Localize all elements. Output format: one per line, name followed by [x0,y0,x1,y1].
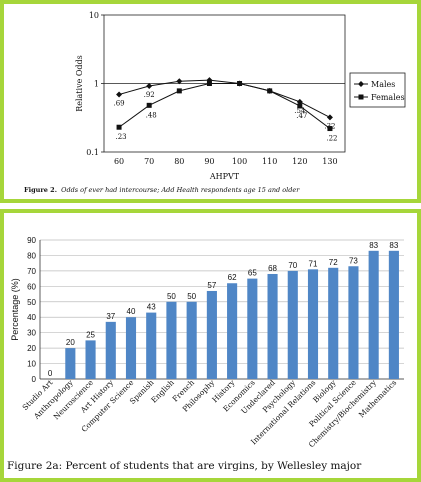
legend-marker-males [358,81,364,87]
data-point-males [326,114,333,121]
data-point-females [206,81,212,86]
bar [328,267,339,379]
x-tick-label: 110 [262,157,277,166]
series-line-females [118,83,331,129]
legend-box [349,72,406,108]
figure-2-caption-label: Figure 2. [24,186,57,194]
y-tick-label: 80 [27,251,36,260]
y-axis-label: Percentage (%) [10,278,20,341]
x-tick-label: 100 [232,157,247,166]
bar [186,301,197,379]
bar-value-label: 57 [207,281,216,290]
y-tick-label: 10 [27,360,36,369]
bar-value-label: 40 [127,307,136,316]
bar-value-label: 50 [187,292,196,301]
y-tick-label: 50 [27,298,36,307]
data-label: .23 [115,133,126,141]
y-tick-label: 1 [94,80,99,89]
bar-value-label: 71 [309,259,318,268]
bar [368,250,379,379]
x-axis-label: AHPVT [209,172,240,181]
bar-value-label: 65 [248,269,257,278]
bar-value-label: 37 [106,312,115,321]
y-axis-label: Relative Odds [75,55,84,112]
bar-value-label: 43 [147,303,156,312]
series-line-males [118,79,331,118]
y-tick-label: 20 [27,344,36,353]
data-point-females [116,124,122,130]
relative-odds-chart: 10 1 0.1 60 70 80 90 100 110 120 130 AHPVT Relative … [75,11,406,181]
data-label: .22 [326,135,337,143]
data-label: .54 [294,107,306,115]
figure-2-caption: Figure 2. Odds of ever had intercourse; … [24,186,299,194]
bar [125,317,137,379]
bar-value-label: 0 [48,369,53,378]
data-point-females [146,102,152,108]
y-tick-label: 40 [27,313,36,322]
bar-value-label: 50 [167,292,176,301]
x-tick-label: 60 [114,157,124,166]
figure-2-caption-text: Odds of ever had intercourse; Add Health… [61,186,300,194]
legend-label-males: Males [371,80,395,89]
y-tick-label: 0.1 [86,148,99,157]
x-tick-label: 80 [174,157,184,166]
y-tick-label: 70 [27,267,36,276]
data-point-males [116,91,123,98]
bar [247,278,258,379]
bar [227,283,238,379]
figure-2a-caption: Figure 2a: Percent of students that are … [7,460,362,472]
bar [65,348,76,379]
data-label: .92 [144,91,155,99]
y-tick-label: 0 [32,375,37,384]
y-tick-label: 90 [27,236,36,245]
bar [388,250,399,379]
y-tick-label: 30 [27,329,36,338]
data-point-males [176,78,183,85]
bar-value-label: 62 [228,273,237,282]
data-point-females [267,88,273,94]
data-point-males [146,82,153,89]
bar [307,269,319,379]
y-tick-label: 60 [27,282,36,291]
bar [105,321,116,379]
legend-marker-females [358,94,364,100]
data-point-females [176,88,182,94]
bar-value-label: 83 [369,241,378,250]
bar [348,266,359,379]
bar [166,301,177,379]
data-label: .47 [296,112,307,120]
legend-label-females: Females [371,93,405,102]
bar [85,340,96,379]
bar-value-label: 70 [288,261,297,270]
bar [206,290,217,379]
bar-value-label: 73 [349,256,358,265]
x-tick-label: 90 [204,157,214,166]
data-label: .69 [113,100,124,108]
bar [287,270,298,379]
bar-value-label: 83 [389,241,398,250]
data-point-females [297,103,303,109]
x-tick-label: 70 [144,157,154,166]
data-point-females [327,126,333,132]
bar-value-label: 25 [86,330,95,339]
bar [267,273,278,379]
bar-value-label: 20 [66,338,75,347]
bar-value-label: 68 [268,264,277,273]
x-tick-label: 120 [292,157,307,166]
category-label: English [149,378,176,405]
x-tick-label: 130 [322,157,337,166]
y-tick-label: 10 [89,11,99,20]
data-point-females [237,81,243,86]
data-point-males [296,98,303,105]
bar-value-label: 72 [329,258,338,267]
bar [146,312,157,379]
data-label: .48 [146,111,157,119]
